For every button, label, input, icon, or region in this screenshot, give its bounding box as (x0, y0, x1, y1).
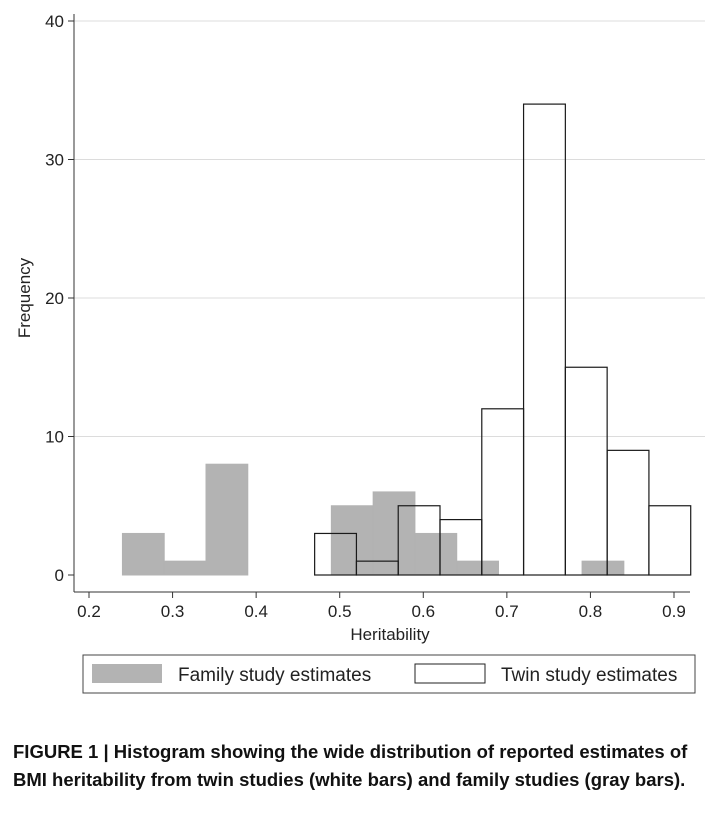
twin-bar (606, 449, 650, 576)
x-tick-label: 0.2 (77, 602, 101, 621)
x-tick-label: 0.6 (411, 602, 435, 621)
family-bar (330, 505, 374, 576)
x-tick-label: 0.9 (662, 602, 686, 621)
twin-bar (314, 532, 358, 576)
x-tick-label: 0.8 (579, 602, 603, 621)
legend-swatch-twin (414, 663, 486, 684)
legend-frame (82, 654, 696, 694)
y-axis-title: Frequency (15, 257, 34, 338)
y-tick-label: 20 (45, 289, 64, 308)
twin-bar (522, 103, 566, 576)
y-tick-label: 0 (55, 566, 64, 585)
legend: Family study estimates Twin study estima… (82, 654, 696, 694)
twin-bar (439, 518, 483, 576)
twin-bar (564, 366, 608, 576)
family-bar (163, 560, 207, 576)
gridlines (74, 20, 705, 437)
twin-bar (355, 560, 399, 576)
x-tick-label: 0.3 (161, 602, 185, 621)
legend-label-twin: Twin study estimates (501, 665, 677, 686)
x-tick-label: 0.4 (244, 602, 268, 621)
figure-caption: FIGURE 1 | Histogram showing the wide di… (13, 738, 705, 794)
legend-swatch-family (92, 664, 162, 683)
twin-bar (648, 505, 692, 576)
legend-label-family: Family study estimates (178, 665, 371, 686)
y-tick-label: 10 (45, 428, 64, 447)
histogram-chart: 0 10 20 30 40 0.2 0.3 0.4 0.5 0.6 0.7 0.8 0.9 Herita… (15, 12, 705, 694)
bars (121, 103, 692, 576)
family-bar (121, 532, 165, 576)
twin-bar (397, 505, 441, 576)
y-tick-label: 30 (45, 151, 64, 170)
caption-text: Histogram showing the wide distribution … (13, 741, 688, 790)
caption-label: FIGURE 1 | (13, 741, 109, 762)
family-bar (205, 463, 249, 576)
twin-bar (481, 408, 525, 576)
family-bar (414, 532, 458, 576)
axes: 0 10 20 30 40 0.2 0.3 0.4 0.5 0.6 0.7 0.8 0.9 (45, 12, 690, 621)
y-tick-label: 40 (45, 12, 64, 31)
x-axis-title: Heritability (350, 625, 430, 644)
x-tick-label: 0.7 (495, 602, 519, 621)
x-tick-label: 0.5 (328, 602, 352, 621)
